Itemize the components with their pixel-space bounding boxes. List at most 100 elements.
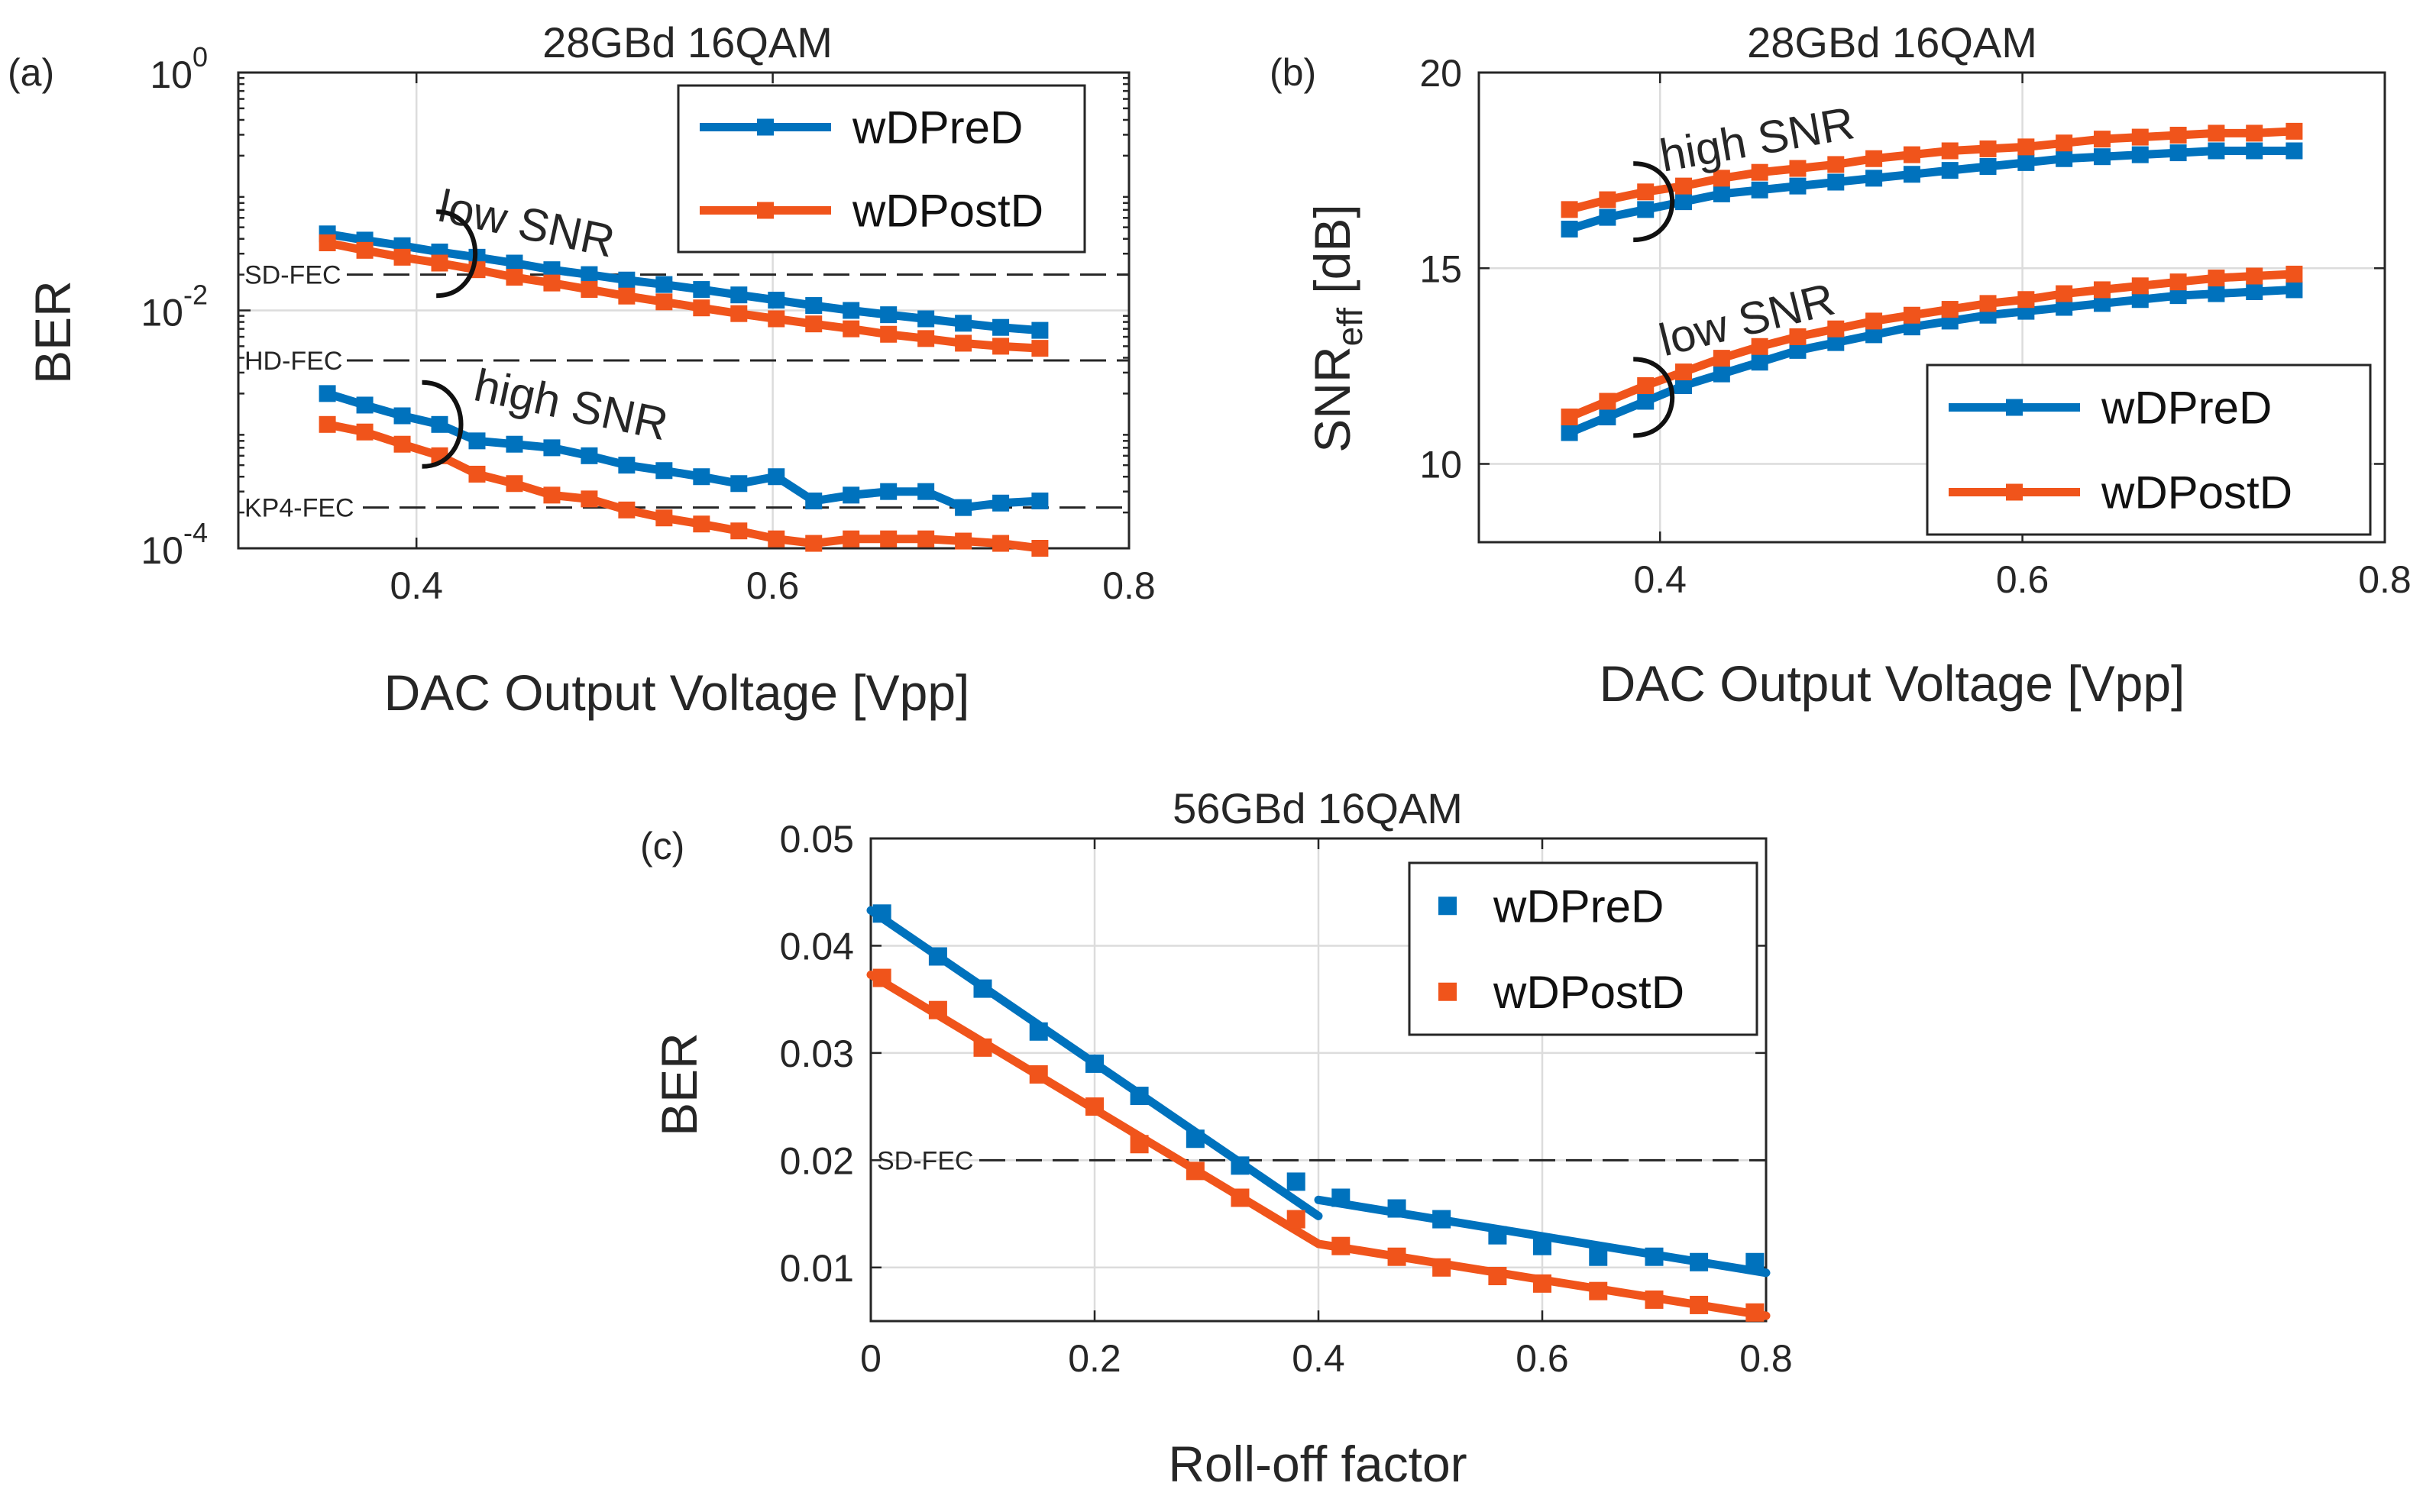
a-threshold-label-hd-fec: HD-FEC [244, 347, 342, 376]
c-data-point-1-2 [973, 1038, 992, 1057]
b-data-point-2-1 [1599, 409, 1616, 425]
c-data-point-0-2 [973, 979, 992, 998]
a-data-point-1-12 [768, 310, 785, 328]
c-data-point-1-15 [1645, 1290, 1664, 1309]
panel-b-y-label-main: SNR [1304, 346, 1360, 452]
b-y-tick-label-1: 15 [1419, 247, 1462, 290]
a-data-point-0-16 [917, 310, 935, 328]
c-data-point-0-5 [1130, 1087, 1149, 1106]
a-series-wdpred-high-snr [319, 385, 1049, 516]
a-data-point-1-11 [730, 305, 748, 322]
a-data-point-2-2 [393, 407, 411, 425]
a-legend-marker-1 [757, 202, 774, 219]
c-data-point-1-4 [1085, 1097, 1104, 1116]
a-y-tick-base-0: 10 [150, 53, 192, 96]
b-data-point-0-10 [1941, 162, 1959, 179]
c-data-point-1-16 [1690, 1295, 1709, 1314]
a-data-point-2-18 [992, 494, 1010, 512]
b-data-point-3-16 [2169, 273, 2187, 291]
c-y-tick-label-0: 0.01 [780, 1247, 854, 1290]
b-data-point-3-13 [2056, 285, 2073, 302]
c-legend-box [1408, 861, 1758, 1036]
a-data-point-2-5 [506, 435, 523, 453]
a-data-point-1-13 [805, 315, 823, 333]
a-data-point-2-10 [693, 468, 710, 486]
b-data-point-2-0 [1561, 424, 1578, 441]
b-data-point-2-15 [2131, 291, 2149, 309]
c-data-point-1-7 [1231, 1188, 1250, 1207]
panel-a-title: 28GBd 16QAM [542, 18, 833, 66]
b-data-point-2-19 [2286, 281, 2303, 299]
c-legend-marker-1 [1438, 982, 1457, 1001]
a-y-tick-base-1: 10 [141, 292, 183, 334]
a-data-point-0-7 [581, 266, 598, 283]
a-series-wdpostd-low-snr [319, 234, 1049, 357]
b-data-point-0-18 [2246, 142, 2263, 160]
a-y-tick-label-0: 100 [150, 41, 208, 96]
c-data-point-0-3 [1029, 1022, 1048, 1041]
a-data-point-1-19 [1031, 340, 1049, 357]
a-data-point-3-4 [468, 465, 486, 483]
panel-b-label: (b) [1270, 51, 1316, 94]
a-data-point-2-14 [843, 486, 860, 504]
b-data-point-3-19 [2286, 265, 2303, 283]
a-data-point-1-7 [581, 281, 598, 299]
a-data-point-2-1 [356, 396, 374, 414]
a-data-point-3-18 [992, 535, 1010, 552]
a-data-point-1-1 [356, 241, 374, 259]
a-data-point-1-17 [955, 334, 972, 352]
a-data-point-1-14 [843, 320, 860, 338]
panel-b-y-axis-label: SNReff [dB] [1304, 204, 1370, 452]
c-data-point-1-13 [1533, 1274, 1551, 1293]
b-legend-marker-0 [2006, 399, 2023, 416]
a-data-point-2-16 [917, 483, 935, 500]
b-data-point-2-13 [2056, 299, 2073, 316]
b-data-point-3-9 [1903, 306, 1920, 324]
b-data-point-3-4 [1713, 350, 1730, 367]
a-series-wdpostd-high-snr [319, 415, 1049, 557]
a-data-point-3-8 [618, 501, 636, 519]
a-group-bracket-0 [436, 209, 478, 299]
b-data-point-0-7 [1827, 173, 1845, 191]
a-legend-label-wdpred: wDPreD [852, 102, 1023, 153]
c-x-tick-label-3: 0.6 [1516, 1337, 1569, 1380]
b-data-point-1-18 [2246, 124, 2263, 142]
panel-c-x-axis-label: Roll-off factor [1168, 1436, 1467, 1492]
b-data-point-1-7 [1827, 156, 1845, 173]
panel-c-plot-area: 0 0.2 0.4 0.6 0.8 0.01 0.02 0.03 0.04 0.05 SD-FEC w… [780, 818, 1793, 1380]
a-annotation-high-snr: high SNR [470, 359, 672, 450]
b-data-point-1-11 [1979, 140, 1997, 157]
b-data-point-0-8 [1865, 170, 1883, 187]
b-series-wdpostd-low-snr [1561, 265, 2303, 425]
b-data-point-2-14 [2093, 295, 2111, 312]
a-legend: wDPreD wDPostD [677, 84, 1086, 254]
b-axes-frame [1477, 71, 2386, 544]
b-data-point-1-4 [1713, 170, 1730, 187]
b-data-point-1-15 [2131, 128, 2149, 146]
b-legend: wDPreD wDPostD [1926, 363, 2372, 536]
panel-b-y-label-unit: [dB] [1304, 204, 1360, 308]
b-legend-label-wdpostd: wDPostD [2101, 467, 2292, 519]
b-data-point-0-1 [1599, 208, 1616, 226]
b-data-point-0-0 [1561, 221, 1578, 237]
c-data-point-1-12 [1488, 1267, 1507, 1286]
a-data-point-0-14 [843, 302, 860, 319]
a-data-point-2-3 [431, 415, 448, 433]
a-data-point-1-10 [693, 299, 710, 317]
a-data-point-2-11 [730, 475, 748, 493]
a-data-point-1-16 [917, 330, 935, 347]
b-data-point-3-6 [1789, 328, 1807, 345]
b-data-point-0-2 [1637, 201, 1655, 218]
b-data-point-2-16 [2169, 287, 2187, 305]
panel-a-label: (a) [8, 51, 54, 94]
a-data-point-3-7 [581, 490, 598, 508]
b-data-point-0-12 [2017, 153, 2035, 171]
c-data-point-0-15 [1645, 1247, 1664, 1266]
b-data-point-2-3 [1675, 377, 1693, 394]
c-data-point-1-6 [1186, 1161, 1205, 1181]
c-legend-marker-0 [1438, 897, 1457, 916]
b-data-point-0-13 [2056, 150, 2073, 167]
b-data-point-3-3 [1675, 363, 1693, 381]
c-data-point-1-5 [1130, 1135, 1149, 1154]
a-data-point-2-12 [768, 468, 785, 486]
